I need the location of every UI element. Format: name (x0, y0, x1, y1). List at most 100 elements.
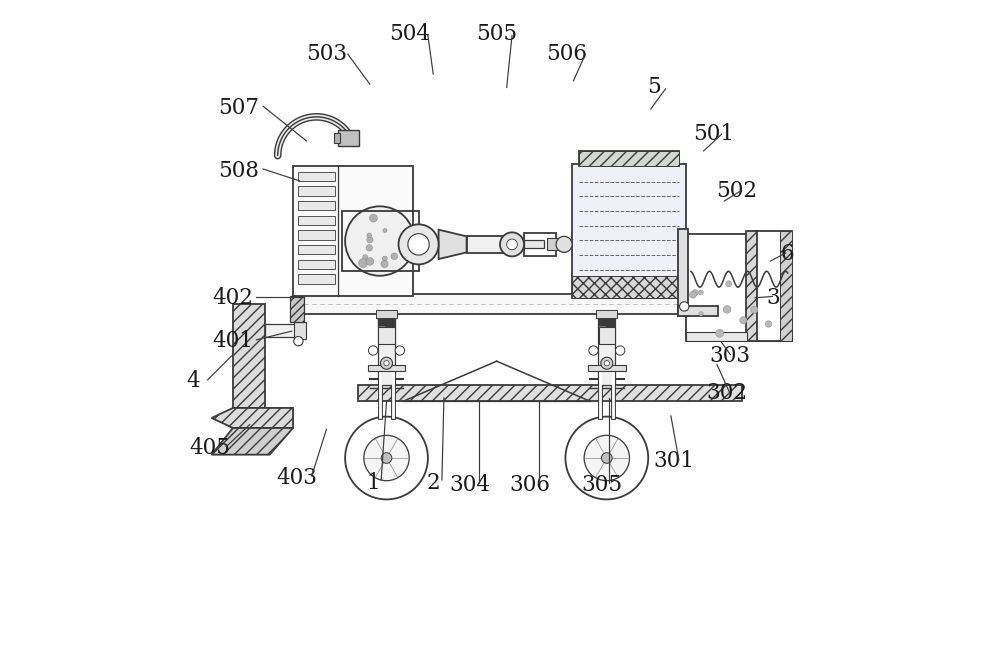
Circle shape (716, 329, 724, 337)
Circle shape (723, 306, 731, 313)
Bar (686, 234, 791, 341)
Bar (293, 294, 747, 314)
Bar (293, 166, 413, 296)
Text: 506: 506 (546, 43, 587, 65)
Text: 306: 306 (510, 474, 551, 496)
Circle shape (391, 253, 398, 260)
Circle shape (367, 237, 373, 243)
Bar (588, 365, 626, 371)
Bar (338, 130, 359, 146)
Text: 503: 503 (306, 43, 347, 65)
Bar (746, 231, 757, 341)
Bar (579, 151, 679, 166)
Circle shape (500, 232, 524, 256)
Bar (298, 215, 335, 225)
Circle shape (370, 214, 377, 222)
Bar (294, 322, 306, 339)
Circle shape (565, 417, 648, 499)
Bar (376, 310, 397, 318)
Bar (298, 274, 335, 284)
Text: 305: 305 (581, 474, 622, 496)
Circle shape (383, 228, 387, 233)
Bar (298, 172, 335, 181)
Bar (572, 165, 686, 298)
Circle shape (615, 346, 625, 355)
Circle shape (366, 245, 373, 251)
Bar (754, 231, 792, 341)
Circle shape (380, 357, 393, 369)
Circle shape (363, 255, 368, 260)
Circle shape (699, 312, 703, 316)
Circle shape (604, 361, 609, 366)
Text: 504: 504 (389, 23, 430, 45)
Circle shape (689, 291, 696, 298)
Bar (290, 296, 304, 322)
Bar (298, 201, 335, 210)
Bar (378, 326, 395, 344)
Circle shape (366, 258, 374, 266)
Text: 6: 6 (780, 244, 794, 266)
Circle shape (698, 290, 703, 295)
Circle shape (364, 436, 409, 481)
Bar (342, 211, 419, 271)
Bar (547, 238, 560, 250)
Circle shape (367, 233, 372, 237)
Text: 303: 303 (710, 345, 751, 367)
Bar (678, 229, 688, 316)
Bar (368, 365, 405, 371)
Bar (378, 314, 395, 385)
Bar (524, 233, 556, 256)
Text: 403: 403 (276, 467, 317, 489)
Circle shape (584, 436, 630, 481)
Text: 304: 304 (449, 474, 490, 496)
Bar (599, 326, 615, 344)
Bar (524, 240, 544, 248)
Circle shape (345, 206, 415, 276)
Text: 4: 4 (186, 370, 200, 392)
Text: 2: 2 (426, 472, 440, 494)
Text: 3: 3 (767, 287, 781, 309)
Circle shape (601, 357, 613, 369)
Bar (233, 304, 265, 408)
Bar (572, 276, 686, 298)
Text: 507: 507 (218, 96, 259, 118)
Polygon shape (212, 408, 293, 428)
Circle shape (395, 346, 405, 355)
Circle shape (601, 453, 612, 464)
Text: 405: 405 (189, 437, 230, 459)
Circle shape (765, 320, 772, 327)
Bar (298, 260, 335, 269)
Text: 508: 508 (218, 160, 259, 182)
Bar (598, 314, 615, 385)
Circle shape (680, 302, 689, 311)
Circle shape (384, 361, 389, 366)
Circle shape (692, 290, 698, 296)
Circle shape (507, 239, 517, 250)
Bar (265, 324, 302, 337)
Circle shape (589, 346, 598, 355)
Bar (579, 151, 679, 166)
Circle shape (294, 337, 303, 346)
Bar (596, 310, 617, 318)
Bar (298, 245, 335, 254)
Text: 402: 402 (212, 287, 253, 309)
Circle shape (345, 417, 428, 499)
Bar (298, 230, 335, 240)
Bar (686, 332, 747, 341)
Circle shape (751, 306, 758, 313)
Circle shape (726, 281, 732, 287)
Text: 1: 1 (366, 472, 380, 494)
Polygon shape (212, 428, 293, 455)
Circle shape (368, 346, 378, 355)
Text: 302: 302 (706, 382, 748, 404)
Bar (780, 231, 792, 341)
Circle shape (408, 233, 429, 255)
Circle shape (740, 316, 747, 324)
Text: 501: 501 (693, 123, 734, 145)
Polygon shape (439, 229, 467, 259)
Text: 505: 505 (476, 23, 517, 45)
Text: 502: 502 (716, 180, 758, 202)
Circle shape (399, 224, 439, 264)
Text: 5: 5 (647, 76, 660, 98)
Bar (358, 385, 742, 401)
